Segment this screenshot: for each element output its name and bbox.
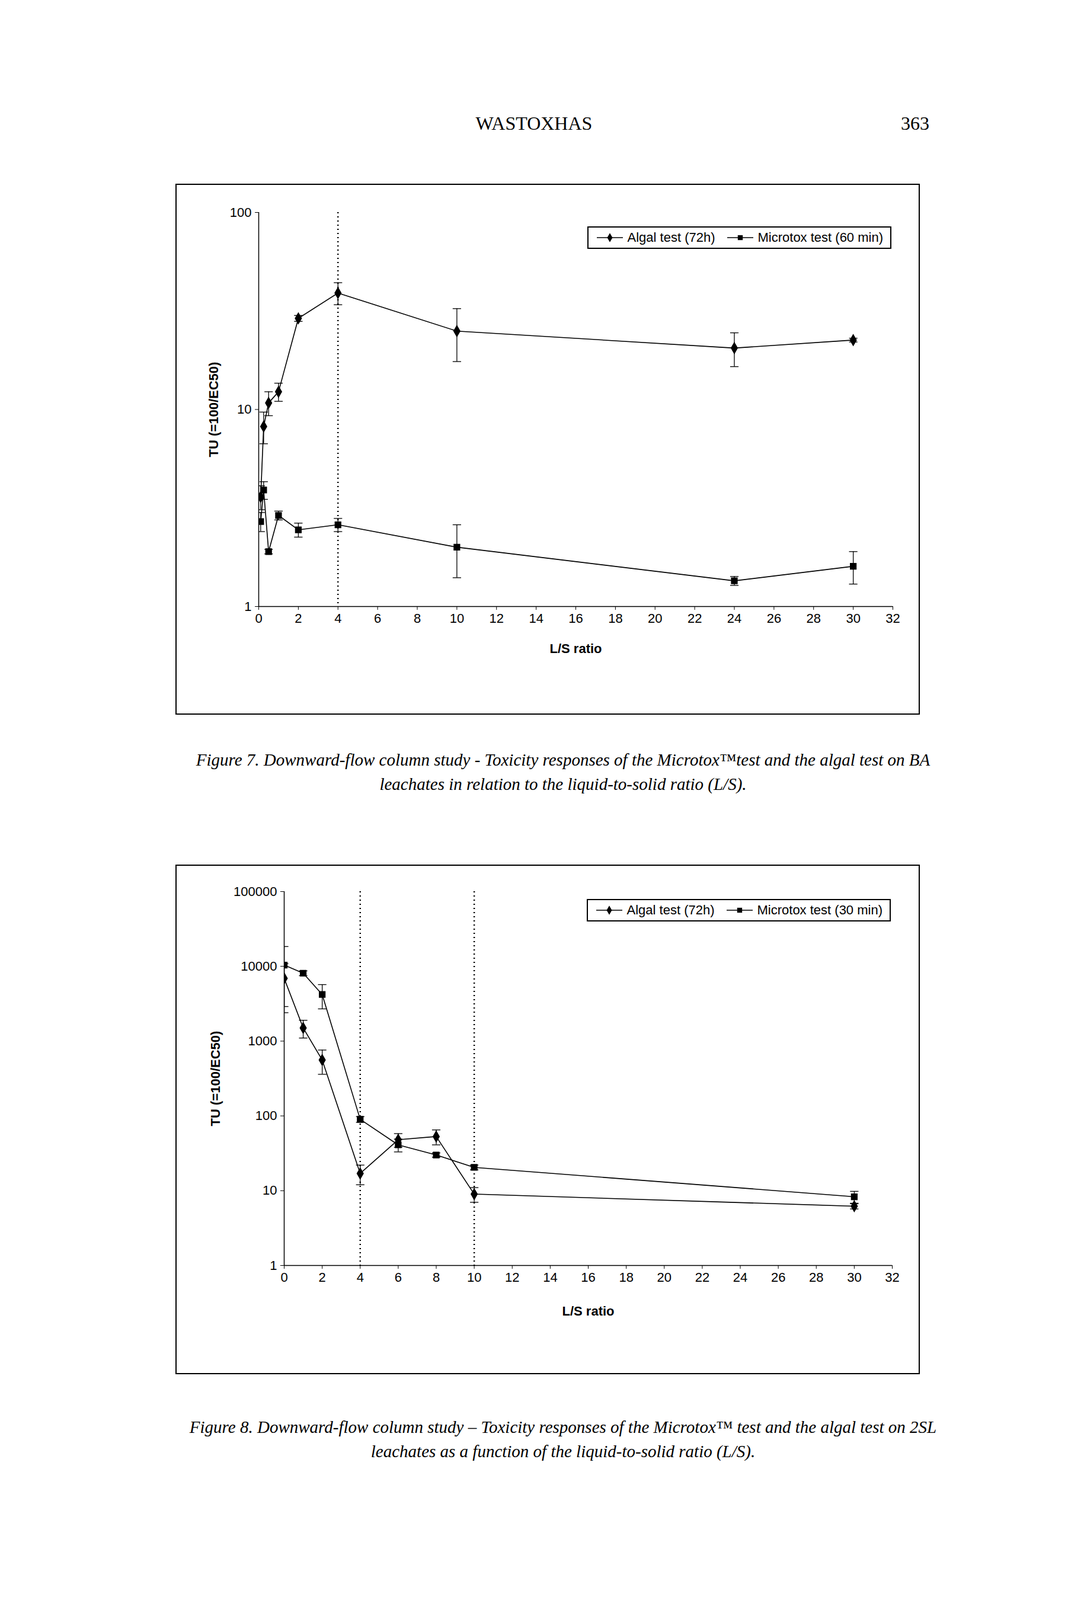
svg-text:6: 6 [394,1270,402,1285]
svg-text:12: 12 [504,1270,520,1285]
svg-text:1000: 1000 [248,1033,278,1049]
html-text:Figure 7. Downward-flow column: Figure 7. Downward-flow column study - T… [195,750,931,794]
svg-text:0: 0 [254,611,262,626]
svg-text:100000: 100000 [233,884,277,900]
svg-text:10000: 10000 [240,958,277,974]
svg-text:10: 10 [449,611,465,626]
svg-text:TU (=100/EC50): TU (=100/EC50) [208,1031,223,1127]
html-text:Algal test (72h): Algal test (72h) [627,229,716,245]
html-text:Microtox test (30 min): Microtox test (30 min) [757,902,883,918]
svg-text:2: 2 [318,1270,326,1285]
svg-text:30: 30 [845,611,860,626]
svg-text:2: 2 [294,611,302,626]
svg-text:1: 1 [269,1258,277,1274]
svg-text:28: 28 [809,1270,824,1285]
html-text:Figure 8. Downward-flow column: Figure 8. Downward-flow column study – T… [189,1417,937,1461]
svg-text:8: 8 [432,1270,440,1285]
svg-text:22: 22 [687,611,702,626]
svg-text:24: 24 [733,1270,748,1285]
svg-text:100: 100 [255,1108,278,1124]
svg-text:22: 22 [695,1270,710,1285]
html-text:WASTOXHAS: WASTOXHAS [475,112,593,134]
svg-text:0: 0 [280,1270,288,1285]
svg-text:20: 20 [657,1270,672,1285]
svg-text:12: 12 [489,611,504,626]
svg-text:4: 4 [334,611,342,626]
svg-text:20: 20 [647,611,663,626]
svg-text:6: 6 [373,611,382,626]
svg-text:L/S ratio: L/S ratio [549,641,602,657]
svg-text:4: 4 [356,1270,364,1285]
svg-text:26: 26 [766,611,782,626]
svg-text:32: 32 [884,1270,900,1285]
svg-text:1: 1 [244,599,252,615]
svg-text:18: 18 [608,611,623,626]
svg-text:10: 10 [262,1182,277,1198]
svg-text:32: 32 [885,611,900,626]
svg-text:10: 10 [237,401,252,417]
svg-text:8: 8 [413,611,421,626]
html-text:363: 363 [900,112,930,134]
svg-text:30: 30 [846,1270,862,1285]
svg-text:16: 16 [568,611,583,626]
svg-text:26: 26 [771,1270,786,1285]
svg-text:100: 100 [229,205,252,220]
svg-text:14: 14 [542,1270,558,1285]
svg-text:14: 14 [528,611,543,626]
svg-text:16: 16 [580,1270,596,1285]
svg-text:L/S ratio: L/S ratio [561,1303,615,1319]
svg-text:TU (=100/EC50): TU (=100/EC50) [206,362,222,458]
html-text:Algal test (72h): Algal test (72h) [626,902,715,918]
svg-text:10: 10 [467,1270,482,1285]
html-text:Microtox test (60 min): Microtox test (60 min) [757,229,884,245]
svg-text:28: 28 [806,611,821,626]
svg-text:18: 18 [618,1270,633,1285]
svg-text:24: 24 [727,611,742,626]
